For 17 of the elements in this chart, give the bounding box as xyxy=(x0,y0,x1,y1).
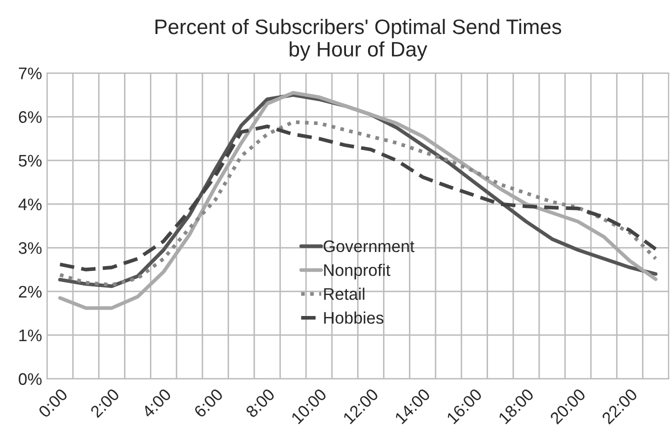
legend-label: Hobbies xyxy=(324,312,384,324)
legend-label: Government xyxy=(324,240,414,252)
x-tick-label: 6:00 xyxy=(193,388,224,418)
y-tick-label: 5% xyxy=(18,154,42,167)
x-tick-label: 4:00 xyxy=(141,388,172,418)
y-tick-label: 6% xyxy=(18,111,42,123)
y-tick-label: 2% xyxy=(18,286,42,298)
x-tick-label: 0:00 xyxy=(38,388,68,418)
legend-label: Retail xyxy=(324,288,364,300)
y-tick-label: 7% xyxy=(18,68,42,80)
chart-title: Percent of Subscribers' Optimal Send Times by Hour of Day xyxy=(156,18,562,61)
y-tick-label: 4% xyxy=(18,198,42,210)
y-tick-label: 0% xyxy=(18,373,42,385)
legend-label: Nonprofit xyxy=(324,264,390,280)
x-tick-label: 8:00 xyxy=(245,388,276,418)
y-tick-label: 3% xyxy=(18,242,42,254)
y-tick-label: 1% xyxy=(19,330,42,342)
